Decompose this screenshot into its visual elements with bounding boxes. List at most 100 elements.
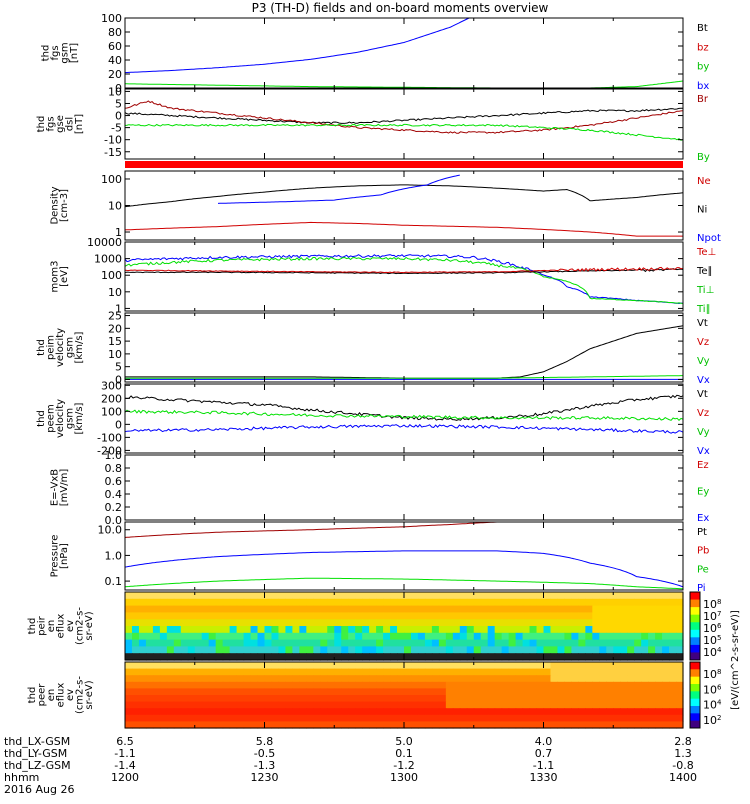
spectrogram-cell	[390, 605, 398, 613]
spectrogram-cell	[627, 675, 635, 683]
spectrogram-cell	[306, 681, 314, 689]
spectrogram-cell	[543, 688, 552, 696]
y-tick-label: -200	[97, 444, 122, 457]
spectrogram-cell	[536, 721, 545, 729]
spectrogram-cell	[125, 639, 133, 647]
spectrogram-cell	[522, 639, 531, 647]
spectrogram-cell	[236, 598, 245, 607]
colorbar-segment	[690, 676, 700, 685]
spectrogram-cell	[138, 688, 147, 696]
spectrogram-cell	[648, 598, 656, 607]
spectrogram-cell	[159, 612, 168, 620]
spectrogram-cell	[166, 598, 175, 607]
spectrogram-cell	[606, 619, 614, 627]
spectrogram-cell	[529, 592, 538, 600]
spectrogram-cell	[222, 646, 231, 654]
spectrogram-cell	[494, 646, 503, 654]
spectrogram-cell	[459, 605, 468, 613]
spectrogram-cell	[243, 605, 252, 613]
colorbar-segment	[690, 637, 700, 646]
spectrogram-cell	[320, 714, 328, 722]
legend-entry: By	[697, 152, 710, 163]
y-axis-label: Density	[50, 186, 61, 224]
spectrogram-cell	[676, 681, 684, 689]
spectrogram-cell	[285, 701, 293, 709]
spectrogram-cell	[278, 653, 287, 661]
spectrogram-cell	[229, 646, 238, 654]
spectrogram-cell	[383, 612, 391, 620]
spectrogram-cell	[292, 605, 300, 613]
spectrogram-cell	[194, 701, 203, 709]
spectrogram-cell	[369, 675, 377, 683]
spectrogram-cell	[166, 695, 175, 703]
spectrogram-cell	[473, 646, 482, 654]
y-tick-label: 0.0	[105, 514, 123, 527]
spectrogram-cell	[299, 675, 307, 683]
spectrogram-cell	[152, 675, 161, 683]
spectrogram-cell	[334, 612, 342, 620]
spectrogram-cell	[271, 708, 280, 716]
spectrogram-cell	[592, 668, 600, 676]
spectrogram-cell	[292, 646, 300, 654]
spectrogram-cell	[613, 695, 621, 703]
spectrogram-cell	[257, 668, 266, 676]
spectrogram-cell	[578, 681, 586, 689]
spectrogram-cell	[278, 639, 287, 647]
spectrogram-cell	[543, 632, 552, 641]
spectrogram-cell	[445, 695, 454, 703]
spectrogram-cell	[355, 675, 363, 683]
spectrogram-cell	[383, 688, 391, 696]
colorbar-segment	[690, 607, 700, 616]
spectrogram-cell	[390, 653, 398, 661]
spectrogram-cell	[487, 701, 496, 709]
spectrogram-cell	[452, 598, 461, 607]
y-axis-label: thd	[36, 116, 47, 133]
spectrogram-cell	[480, 598, 489, 607]
spectrogram-cell	[424, 675, 433, 683]
spectrogram-cell	[320, 701, 328, 709]
y-axis-label: mom3	[50, 261, 61, 293]
spectrogram-cell	[341, 605, 349, 613]
colorbar-label: [eV/(cm^2-s-sr-eV)]	[730, 610, 741, 710]
colorbar-tick: 104	[703, 646, 722, 659]
spectrogram-cell	[445, 646, 454, 654]
spectrogram-cell	[459, 662, 468, 670]
spectrogram-cell	[536, 714, 545, 722]
spectrogram-cell	[397, 619, 405, 627]
spectrogram-cell	[410, 662, 419, 670]
spectrogram-cell	[431, 639, 440, 647]
spectrogram-cell	[313, 662, 321, 670]
spectrogram-cell	[264, 619, 273, 627]
spectrogram-cell	[648, 605, 656, 613]
spectrogram-cell	[138, 681, 147, 689]
spectrogram-cell	[145, 619, 154, 627]
spectrogram-cell	[159, 646, 168, 654]
spectrogram-cell	[166, 675, 175, 683]
y-axis-label: thd	[27, 687, 38, 704]
spectrogram-cell	[313, 592, 321, 600]
series-line-vy	[125, 375, 683, 379]
spectrogram-cell	[487, 708, 496, 716]
spectrogram-cell	[620, 639, 628, 647]
spectrogram-cell	[550, 695, 559, 703]
spectrogram-cell	[390, 701, 398, 709]
spectrogram-cell	[620, 695, 628, 703]
colorbar-segment	[690, 614, 700, 623]
spectrogram-cell	[173, 592, 182, 600]
spectrogram-cell	[383, 619, 391, 627]
spectrogram-cell	[578, 675, 586, 683]
spectrogram-cell	[452, 632, 461, 641]
spectrogram-cell	[494, 639, 503, 647]
colorbar-tick-exponent: 5	[717, 634, 721, 642]
spectrogram-cell	[655, 688, 663, 696]
spectrogram-cell	[173, 695, 182, 703]
spectrogram-cell	[522, 632, 531, 641]
spectrogram-cell	[487, 592, 496, 600]
spectrogram-cell	[152, 714, 161, 722]
spectrogram-cell	[641, 675, 649, 683]
spectrogram-cell	[187, 626, 196, 634]
legend-entry: bz	[697, 42, 709, 53]
spectrogram-cell	[620, 619, 628, 627]
spectrogram-cell	[592, 675, 600, 683]
spectrogram-cell	[285, 681, 293, 689]
